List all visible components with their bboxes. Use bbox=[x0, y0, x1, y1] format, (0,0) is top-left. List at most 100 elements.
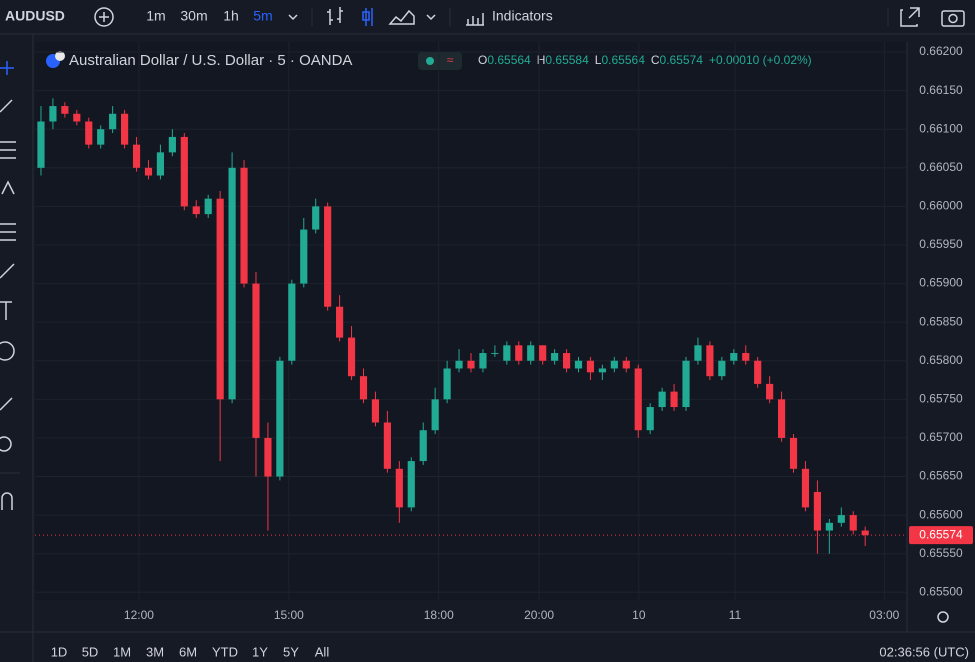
range[interactable]: 6M bbox=[179, 644, 197, 659]
candles-icon[interactable] bbox=[365, 8, 373, 26]
candle-body bbox=[789, 437, 798, 469]
x-tick-label: 03:00 bbox=[869, 608, 899, 622]
status-dot bbox=[426, 57, 434, 65]
magnet-tool[interactable] bbox=[1, 492, 13, 510]
range[interactable]: 1D bbox=[51, 644, 68, 659]
flag-icon bbox=[55, 51, 65, 61]
interval[interactable]: 1m bbox=[146, 8, 165, 24]
candle-body bbox=[288, 283, 296, 361]
candle-body bbox=[682, 360, 690, 408]
x-tick-label: 20:00 bbox=[524, 608, 554, 622]
candle-body bbox=[336, 306, 344, 338]
last-price-tag bbox=[909, 526, 973, 545]
chevron[interactable] bbox=[288, 14, 298, 21]
candle-body bbox=[383, 422, 391, 469]
interval[interactable]: 30m bbox=[180, 8, 207, 24]
x-tick-label: 11 bbox=[729, 608, 742, 622]
candle-body bbox=[562, 353, 571, 369]
candle-body bbox=[419, 430, 427, 462]
candle-body bbox=[455, 360, 463, 369]
y-tick-label: 0.65500 bbox=[919, 584, 963, 598]
y-tick-label: 0.65700 bbox=[919, 430, 963, 444]
candle-body bbox=[252, 283, 260, 438]
settings-icon[interactable] bbox=[937, 611, 949, 623]
l-value: 0.65564 bbox=[601, 53, 645, 67]
y-tick-label: 0.65650 bbox=[919, 469, 963, 483]
text-tool[interactable] bbox=[0, 301, 12, 320]
area-icon[interactable] bbox=[388, 9, 415, 25]
range[interactable]: 1Y bbox=[252, 644, 268, 659]
candle-body-icon bbox=[362, 11, 370, 21]
add-icon bbox=[99, 12, 109, 22]
popout-icon[interactable] bbox=[900, 7, 920, 27]
candle-body bbox=[324, 206, 332, 307]
x-tick-label: 12:00 bbox=[124, 608, 154, 622]
candle-body bbox=[192, 206, 200, 215]
c-value: 0.65574 bbox=[660, 53, 704, 67]
l-label: L bbox=[595, 53, 602, 67]
indicators[interactable]: Indicators bbox=[492, 8, 553, 24]
chevron[interactable] bbox=[426, 14, 436, 21]
add-symbol[interactable] bbox=[94, 7, 114, 27]
fib-tool[interactable] bbox=[0, 141, 16, 159]
candle-body bbox=[861, 530, 869, 536]
candle-body bbox=[73, 113, 81, 122]
range[interactable]: 5D bbox=[82, 644, 99, 659]
candle-body bbox=[168, 136, 176, 153]
candle-body bbox=[204, 198, 212, 215]
snapshot-icon[interactable] bbox=[941, 10, 965, 27]
zoom-tool[interactable] bbox=[0, 436, 12, 452]
crosshair-tool[interactable] bbox=[0, 61, 14, 75]
candle-body bbox=[825, 522, 833, 531]
y-tick-label: 0.65600 bbox=[919, 507, 963, 521]
o-label: O bbox=[478, 53, 487, 67]
projection-tool[interactable] bbox=[0, 223, 16, 241]
range[interactable]: 5Y bbox=[283, 644, 299, 659]
trend-tool[interactable] bbox=[0, 99, 13, 113]
brush-tool[interactable] bbox=[0, 263, 15, 279]
symbol[interactable]: AUDUSD bbox=[5, 8, 65, 24]
candle-body bbox=[646, 407, 654, 431]
candle-body bbox=[467, 360, 475, 369]
candle-body bbox=[395, 468, 403, 508]
candle-body bbox=[479, 353, 487, 369]
range[interactable]: 3M bbox=[146, 644, 164, 659]
pattern-tool[interactable] bbox=[1, 180, 15, 195]
candle-body bbox=[240, 167, 248, 284]
candle-body bbox=[97, 129, 105, 145]
range[interactable]: 1M bbox=[113, 644, 131, 659]
interval[interactable]: 1h bbox=[223, 8, 239, 24]
x-tick-label: 15:00 bbox=[274, 608, 304, 622]
x-tick-label: 10 bbox=[632, 608, 646, 622]
candle-body bbox=[347, 337, 356, 377]
candle-body bbox=[706, 345, 714, 377]
y-tick-label: 0.65900 bbox=[919, 276, 963, 290]
candle-body bbox=[670, 391, 678, 408]
status-badge[interactable] bbox=[418, 52, 462, 70]
candle-body bbox=[849, 515, 857, 531]
range[interactable]: All bbox=[315, 644, 330, 659]
candle-body bbox=[766, 383, 774, 400]
bars-icon[interactable] bbox=[327, 7, 343, 25]
candle-body bbox=[491, 353, 499, 355]
ohlc-legend: O0.65564 H0.65584 L0.65564 C0.65574 +0.00010… bbox=[478, 53, 812, 67]
candle-body bbox=[431, 399, 439, 431]
change: +0.00010 (+0.02%) bbox=[709, 53, 812, 67]
candle-body bbox=[228, 167, 236, 400]
candle-body bbox=[359, 376, 368, 400]
indicators-icon[interactable] bbox=[466, 13, 484, 26]
ruler-tool[interactable] bbox=[0, 397, 13, 411]
candle-body bbox=[515, 345, 523, 361]
candle-body bbox=[300, 229, 308, 284]
interval-active[interactable]: 5m bbox=[253, 8, 272, 24]
candle-body bbox=[551, 353, 559, 361]
candle-body bbox=[598, 368, 606, 373]
range[interactable]: YTD bbox=[212, 644, 238, 659]
y-tick-label: 0.66200 bbox=[919, 44, 963, 58]
candle-body bbox=[61, 106, 69, 114]
candle-body bbox=[216, 198, 224, 400]
emoji-tool[interactable] bbox=[0, 341, 15, 361]
candle-body bbox=[837, 515, 845, 523]
